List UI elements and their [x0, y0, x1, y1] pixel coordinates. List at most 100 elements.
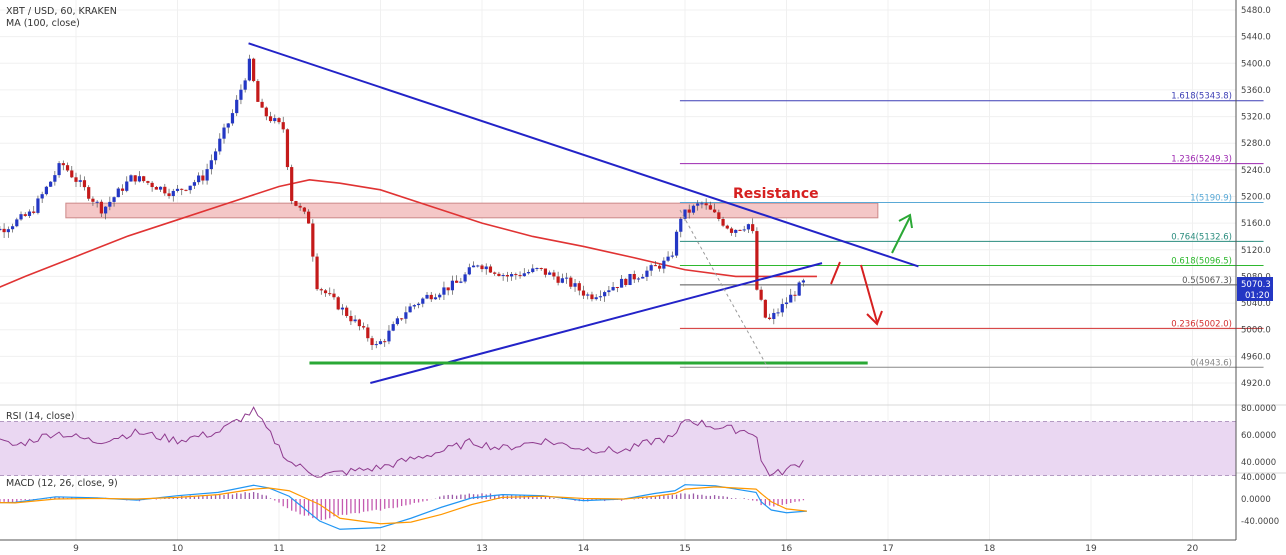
candle-body: [61, 163, 65, 166]
candle-body: [683, 209, 687, 219]
ma-legend: MA (100, close): [6, 18, 80, 29]
candle-body: [395, 318, 400, 325]
candle-body: [36, 198, 40, 213]
candle-body: [535, 268, 539, 270]
candle-body: [256, 81, 260, 102]
candle-body: [40, 194, 44, 199]
candle-body: [146, 181, 150, 183]
candle-body: [298, 205, 302, 208]
countdown-label: 01:20: [1245, 291, 1270, 301]
candle-body: [277, 118, 281, 123]
candle-body: [662, 260, 666, 269]
candle-body: [180, 188, 184, 190]
resistance-label: Resistance: [733, 186, 819, 202]
candle-body: [294, 201, 298, 206]
candle-body: [120, 188, 125, 191]
candle-body: [112, 197, 116, 202]
candle-body: [564, 277, 569, 279]
candle-body: [467, 267, 471, 275]
candle-body: [268, 116, 273, 122]
candle-body: [674, 231, 679, 256]
candle-body: [201, 175, 205, 181]
current-price-label: 5070.3: [1241, 280, 1271, 290]
arrow-down-red: [830, 261, 883, 326]
candle-body: [746, 224, 751, 230]
candle-body: [95, 201, 99, 203]
candle-body: [340, 307, 345, 310]
candle-body: [239, 89, 243, 100]
candle-body: [290, 167, 294, 202]
rsi-tick-label: 40.0000: [1241, 458, 1276, 468]
candle-body: [104, 206, 108, 214]
candle-body: [209, 160, 213, 170]
candle-body: [577, 283, 581, 291]
price-axis[interactable]: 5480.0 5440.0 5400.0 5360.0 5320.0 5280.0 5240…: [1241, 6, 1271, 389]
price-tick-label: 4920.0: [1241, 379, 1271, 389]
macd-tick-label: 40.0000: [1241, 473, 1276, 483]
candle-body: [433, 297, 438, 300]
time-tick-label: 10: [172, 544, 184, 554]
price-tick-label: 5320.0: [1241, 113, 1271, 123]
candle-body: [573, 283, 577, 287]
candle-body: [260, 101, 264, 108]
candle-body: [611, 287, 615, 291]
candle-body: [65, 165, 70, 171]
candle-body: [518, 275, 522, 277]
macd-legend: MACD (12, 26, close, 9): [6, 478, 118, 489]
candle-body: [619, 278, 624, 288]
time-tick-label: 20: [1187, 544, 1199, 554]
candle-body: [653, 265, 657, 267]
candle-body: [235, 99, 239, 114]
candle-body: [476, 265, 480, 267]
candle-body: [632, 273, 636, 280]
candle-body: [0, 228, 2, 231]
candle-body: [784, 302, 789, 305]
candle-body: [108, 201, 112, 207]
candle-body: [353, 319, 357, 322]
candle-body: [19, 214, 23, 220]
candle-body: [548, 272, 552, 275]
candle-body: [455, 280, 459, 283]
candle-body: [57, 163, 61, 176]
candle-body: [539, 268, 543, 270]
candle-body: [501, 275, 505, 277]
candle-body: [700, 203, 704, 205]
candle-body: [315, 256, 319, 290]
candle-body: [471, 265, 476, 268]
candle-body: [133, 175, 137, 182]
fibonacci-retracement: 1.618(5343.8) 1.236(5249.3) 1(5190.9) 0.764…: [679, 92, 1264, 368]
price-tick-label: 5480.0: [1241, 6, 1271, 16]
candle-body: [450, 280, 454, 291]
candle-body: [404, 312, 408, 319]
candle-body: [763, 299, 767, 318]
candle-body: [586, 294, 590, 296]
candle-body: [78, 180, 82, 182]
candle-body: [323, 290, 328, 294]
candle-body: [594, 297, 598, 300]
candle-body: [87, 187, 91, 199]
candle-body: [797, 282, 801, 296]
price-tick-label: 5360.0: [1241, 86, 1271, 96]
candle-body: [383, 341, 387, 343]
candle-body: [222, 127, 226, 139]
candle-body: [425, 294, 429, 299]
time-axis[interactable]: 9 10 11 12 13 14 15 16 17 18 19 20: [73, 544, 1198, 554]
candle-body: [349, 315, 353, 322]
candle-body: [459, 281, 463, 283]
candle-body: [522, 273, 526, 277]
candle-body: [264, 107, 268, 117]
candle-body: [556, 276, 560, 283]
candle-body: [154, 187, 158, 190]
price-tick-label: 5240.0: [1241, 166, 1271, 176]
time-tick-label: 16: [781, 544, 793, 554]
candle-body: [167, 193, 171, 197]
candle-body: [247, 58, 251, 81]
candle-body: [497, 273, 501, 276]
candle-body: [6, 229, 10, 233]
candle-body: [408, 306, 412, 313]
candle-body: [628, 273, 632, 285]
candle-body: [336, 297, 340, 310]
candle-body: [484, 266, 488, 270]
price-tick-label: 5040.0: [1241, 299, 1271, 309]
